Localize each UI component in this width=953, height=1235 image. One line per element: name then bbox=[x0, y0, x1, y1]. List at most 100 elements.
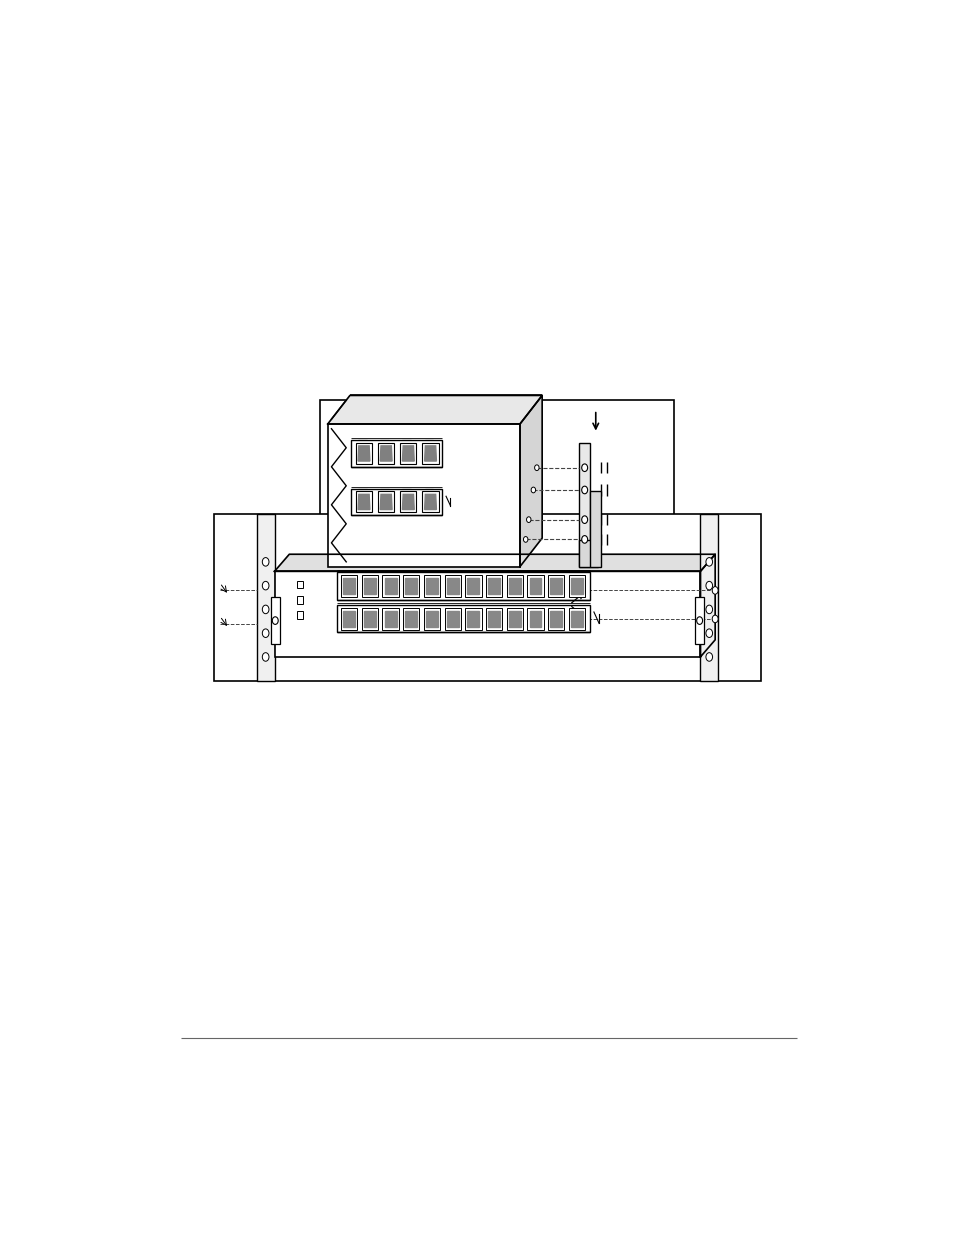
Polygon shape bbox=[519, 395, 541, 567]
Bar bbox=[402, 440, 411, 448]
Bar bbox=[422, 443, 438, 464]
Bar bbox=[403, 576, 419, 597]
Polygon shape bbox=[700, 555, 715, 657]
Circle shape bbox=[696, 616, 701, 625]
Bar bbox=[380, 489, 389, 498]
Bar bbox=[527, 608, 543, 630]
Bar bbox=[465, 608, 481, 630]
Bar bbox=[424, 489, 433, 498]
Bar bbox=[426, 572, 436, 580]
Polygon shape bbox=[508, 610, 520, 626]
Circle shape bbox=[262, 557, 269, 566]
Bar bbox=[341, 608, 357, 630]
Polygon shape bbox=[467, 610, 478, 626]
Bar bbox=[506, 576, 522, 597]
Circle shape bbox=[581, 487, 587, 494]
Bar bbox=[382, 576, 398, 597]
Polygon shape bbox=[405, 578, 416, 594]
Polygon shape bbox=[343, 578, 355, 594]
Bar bbox=[568, 608, 584, 630]
Bar bbox=[344, 605, 353, 613]
Circle shape bbox=[262, 582, 269, 590]
Bar bbox=[361, 576, 377, 597]
Bar bbox=[578, 443, 590, 567]
Bar bbox=[700, 514, 718, 680]
Bar bbox=[571, 605, 580, 613]
Circle shape bbox=[712, 615, 718, 622]
Bar bbox=[426, 605, 436, 613]
Bar bbox=[341, 576, 357, 597]
Bar bbox=[385, 572, 394, 580]
Bar bbox=[328, 424, 519, 567]
Polygon shape bbox=[357, 494, 370, 510]
Bar bbox=[551, 572, 559, 580]
Circle shape bbox=[531, 487, 535, 493]
Circle shape bbox=[262, 605, 269, 614]
Bar bbox=[361, 608, 377, 630]
Polygon shape bbox=[274, 555, 715, 572]
Bar bbox=[380, 440, 389, 448]
Circle shape bbox=[705, 605, 712, 614]
Bar bbox=[468, 572, 476, 580]
Bar bbox=[547, 576, 564, 597]
Circle shape bbox=[272, 616, 278, 625]
Bar bbox=[337, 572, 590, 600]
Bar bbox=[337, 605, 590, 632]
Polygon shape bbox=[424, 446, 436, 461]
Circle shape bbox=[712, 587, 718, 594]
Polygon shape bbox=[380, 494, 392, 510]
Bar bbox=[488, 605, 497, 613]
Circle shape bbox=[523, 536, 527, 542]
Polygon shape bbox=[426, 610, 437, 626]
Bar bbox=[590, 490, 600, 567]
Polygon shape bbox=[402, 494, 414, 510]
Bar bbox=[344, 572, 353, 580]
Bar bbox=[377, 443, 394, 464]
Bar bbox=[465, 576, 481, 597]
Polygon shape bbox=[384, 610, 396, 626]
Bar bbox=[403, 608, 419, 630]
Bar bbox=[424, 440, 433, 448]
Bar bbox=[355, 492, 372, 513]
Polygon shape bbox=[571, 610, 582, 626]
Bar bbox=[509, 605, 518, 613]
Polygon shape bbox=[343, 610, 355, 626]
Circle shape bbox=[705, 652, 712, 661]
Circle shape bbox=[534, 464, 538, 471]
Polygon shape bbox=[364, 578, 375, 594]
Circle shape bbox=[581, 464, 587, 472]
Circle shape bbox=[262, 629, 269, 637]
Bar bbox=[551, 605, 559, 613]
Bar bbox=[468, 605, 476, 613]
Bar bbox=[530, 605, 538, 613]
Bar bbox=[695, 597, 703, 645]
Bar bbox=[530, 572, 538, 580]
Bar bbox=[423, 576, 439, 597]
Polygon shape bbox=[488, 578, 499, 594]
Bar bbox=[485, 576, 501, 597]
Bar bbox=[274, 572, 700, 657]
Circle shape bbox=[705, 582, 712, 590]
Polygon shape bbox=[446, 578, 458, 594]
Polygon shape bbox=[405, 610, 416, 626]
Bar bbox=[385, 605, 394, 613]
Bar bbox=[296, 580, 302, 589]
Polygon shape bbox=[446, 610, 458, 626]
Bar bbox=[364, 572, 374, 580]
Bar bbox=[377, 492, 394, 513]
Bar bbox=[406, 605, 415, 613]
Bar bbox=[400, 492, 416, 513]
Bar bbox=[357, 489, 367, 498]
Circle shape bbox=[526, 516, 531, 522]
Bar bbox=[578, 540, 597, 567]
Bar bbox=[447, 572, 456, 580]
Polygon shape bbox=[380, 446, 392, 461]
Bar bbox=[485, 608, 501, 630]
Polygon shape bbox=[357, 446, 370, 461]
Polygon shape bbox=[550, 578, 561, 594]
Polygon shape bbox=[488, 610, 499, 626]
Polygon shape bbox=[550, 610, 561, 626]
Bar bbox=[422, 492, 438, 513]
Circle shape bbox=[581, 516, 587, 524]
Bar bbox=[213, 514, 760, 680]
